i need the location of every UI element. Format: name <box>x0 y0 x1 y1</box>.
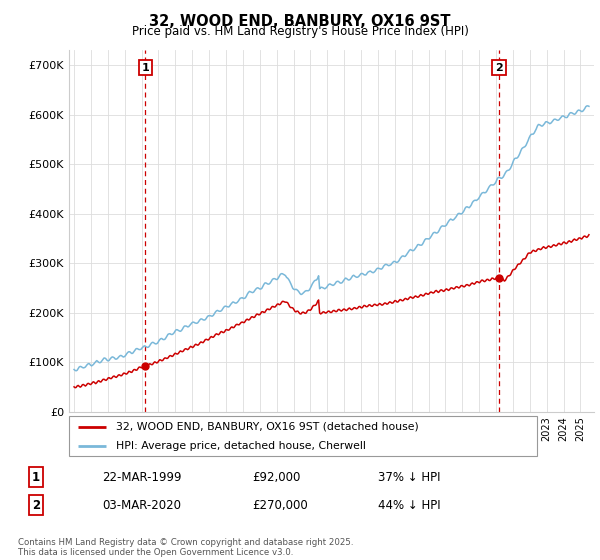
Text: 32, WOOD END, BANBURY, OX16 9ST (detached house): 32, WOOD END, BANBURY, OX16 9ST (detache… <box>116 422 419 432</box>
Text: 1: 1 <box>32 470 40 484</box>
Text: Price paid vs. HM Land Registry's House Price Index (HPI): Price paid vs. HM Land Registry's House … <box>131 25 469 38</box>
Text: 37% ↓ HPI: 37% ↓ HPI <box>378 470 440 484</box>
Text: HPI: Average price, detached house, Cherwell: HPI: Average price, detached house, Cher… <box>116 441 365 450</box>
Text: Contains HM Land Registry data © Crown copyright and database right 2025.
This d: Contains HM Land Registry data © Crown c… <box>18 538 353 557</box>
FancyBboxPatch shape <box>69 416 537 456</box>
Text: £92,000: £92,000 <box>252 470 301 484</box>
Text: 2: 2 <box>32 498 40 512</box>
Text: 44% ↓ HPI: 44% ↓ HPI <box>378 498 440 512</box>
Text: 03-MAR-2020: 03-MAR-2020 <box>102 498 181 512</box>
Text: 32, WOOD END, BANBURY, OX16 9ST: 32, WOOD END, BANBURY, OX16 9ST <box>149 14 451 29</box>
Text: £270,000: £270,000 <box>252 498 308 512</box>
Text: 1: 1 <box>142 63 149 73</box>
Text: 2: 2 <box>495 63 503 73</box>
Text: 22-MAR-1999: 22-MAR-1999 <box>102 470 182 484</box>
